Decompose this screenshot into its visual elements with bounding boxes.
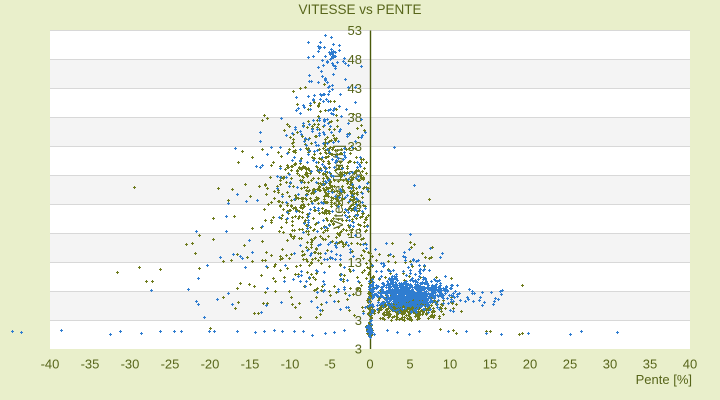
svg-text:3: 3 bbox=[355, 342, 362, 357]
svg-text:-20: -20 bbox=[201, 357, 220, 372]
svg-text:3: 3 bbox=[355, 313, 362, 328]
svg-text:13: 13 bbox=[348, 255, 362, 270]
svg-text:33: 33 bbox=[348, 139, 362, 154]
svg-text:53: 53 bbox=[348, 23, 362, 38]
svg-text:30: 30 bbox=[603, 357, 617, 372]
svg-text:35: 35 bbox=[643, 357, 657, 372]
svg-text:8: 8 bbox=[355, 284, 362, 299]
svg-text:20: 20 bbox=[523, 357, 537, 372]
svg-text:15: 15 bbox=[483, 357, 497, 372]
svg-text:-35: -35 bbox=[81, 357, 100, 372]
svg-text:-25: -25 bbox=[161, 357, 180, 372]
svg-text:48: 48 bbox=[348, 52, 362, 67]
svg-text:0: 0 bbox=[366, 357, 373, 372]
svg-text:Pente [%]: Pente [%] bbox=[636, 372, 692, 387]
svg-text:43: 43 bbox=[348, 81, 362, 96]
svg-text:VITESSE vs PENTE: VITESSE vs PENTE bbox=[298, 2, 421, 17]
svg-text:38: 38 bbox=[348, 110, 362, 125]
svg-text:40: 40 bbox=[683, 357, 697, 372]
svg-text:-30: -30 bbox=[121, 357, 140, 372]
svg-text:Vitesse [km/h]: Vitesse [km/h] bbox=[331, 145, 346, 230]
svg-text:10: 10 bbox=[443, 357, 457, 372]
svg-text:-5: -5 bbox=[324, 357, 336, 372]
svg-text:-40: -40 bbox=[41, 357, 60, 372]
svg-text:25: 25 bbox=[563, 357, 577, 372]
svg-text:5: 5 bbox=[406, 357, 413, 372]
svg-text:-15: -15 bbox=[241, 357, 260, 372]
svg-text:-10: -10 bbox=[281, 357, 300, 372]
